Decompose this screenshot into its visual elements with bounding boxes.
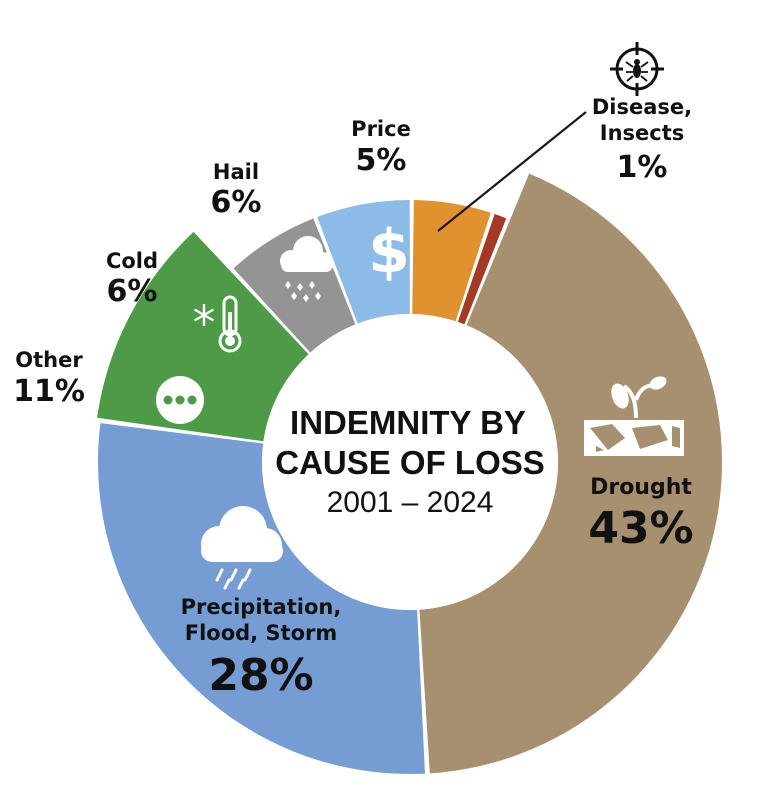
label-drought-name: Drought <box>590 475 692 500</box>
slice-disease <box>457 214 507 325</box>
label-drought-percent: 43% <box>588 503 693 554</box>
drought-sprout-icon <box>584 376 684 456</box>
label-disease-name-line2: Insects <box>600 121 685 145</box>
label-price-name: Price <box>351 117 411 141</box>
slice-drought <box>419 173 723 774</box>
label-hail-percent: 6% <box>211 185 262 220</box>
chart-title-line1: INDEMNITY BY <box>290 404 526 441</box>
dollar-icon: $ <box>368 217 410 287</box>
insect-target-icon <box>610 42 664 96</box>
donut-slices <box>97 173 723 774</box>
disease-leader-line <box>437 111 587 232</box>
slice-hail <box>317 200 410 324</box>
slice-precipitation <box>97 423 425 774</box>
label-hail-name: Hail <box>213 160 259 184</box>
label-disease-name-line1: Disease, <box>592 95 692 119</box>
snowflake-thermometer-icon <box>193 295 242 353</box>
label-cold-name: Cold <box>106 249 158 273</box>
more-dots-icon <box>156 376 204 424</box>
donut-hole <box>262 314 558 610</box>
slice-cold <box>233 218 356 353</box>
rain-cloud-icon <box>201 506 283 590</box>
label-precipitation-name-line2: Flood, Storm <box>185 621 338 645</box>
hail-cloud-icon <box>280 236 333 302</box>
slice-other <box>97 231 309 442</box>
label-other-name: Other <box>15 348 83 372</box>
label-precipitation-name-line1: Precipitation, <box>181 595 342 619</box>
label-price-percent: 5% <box>356 143 407 178</box>
label-other-percent: 11% <box>13 374 85 409</box>
chart-subtitle: 2001 – 2024 <box>327 486 494 519</box>
label-disease-percent: 1% <box>617 150 668 185</box>
label-precipitation-percent: 28% <box>208 650 313 701</box>
label-cold-percent: 6% <box>107 274 158 309</box>
slice-price <box>412 200 491 322</box>
chart-title-line2: CAUSE OF LOSS <box>275 444 545 481</box>
